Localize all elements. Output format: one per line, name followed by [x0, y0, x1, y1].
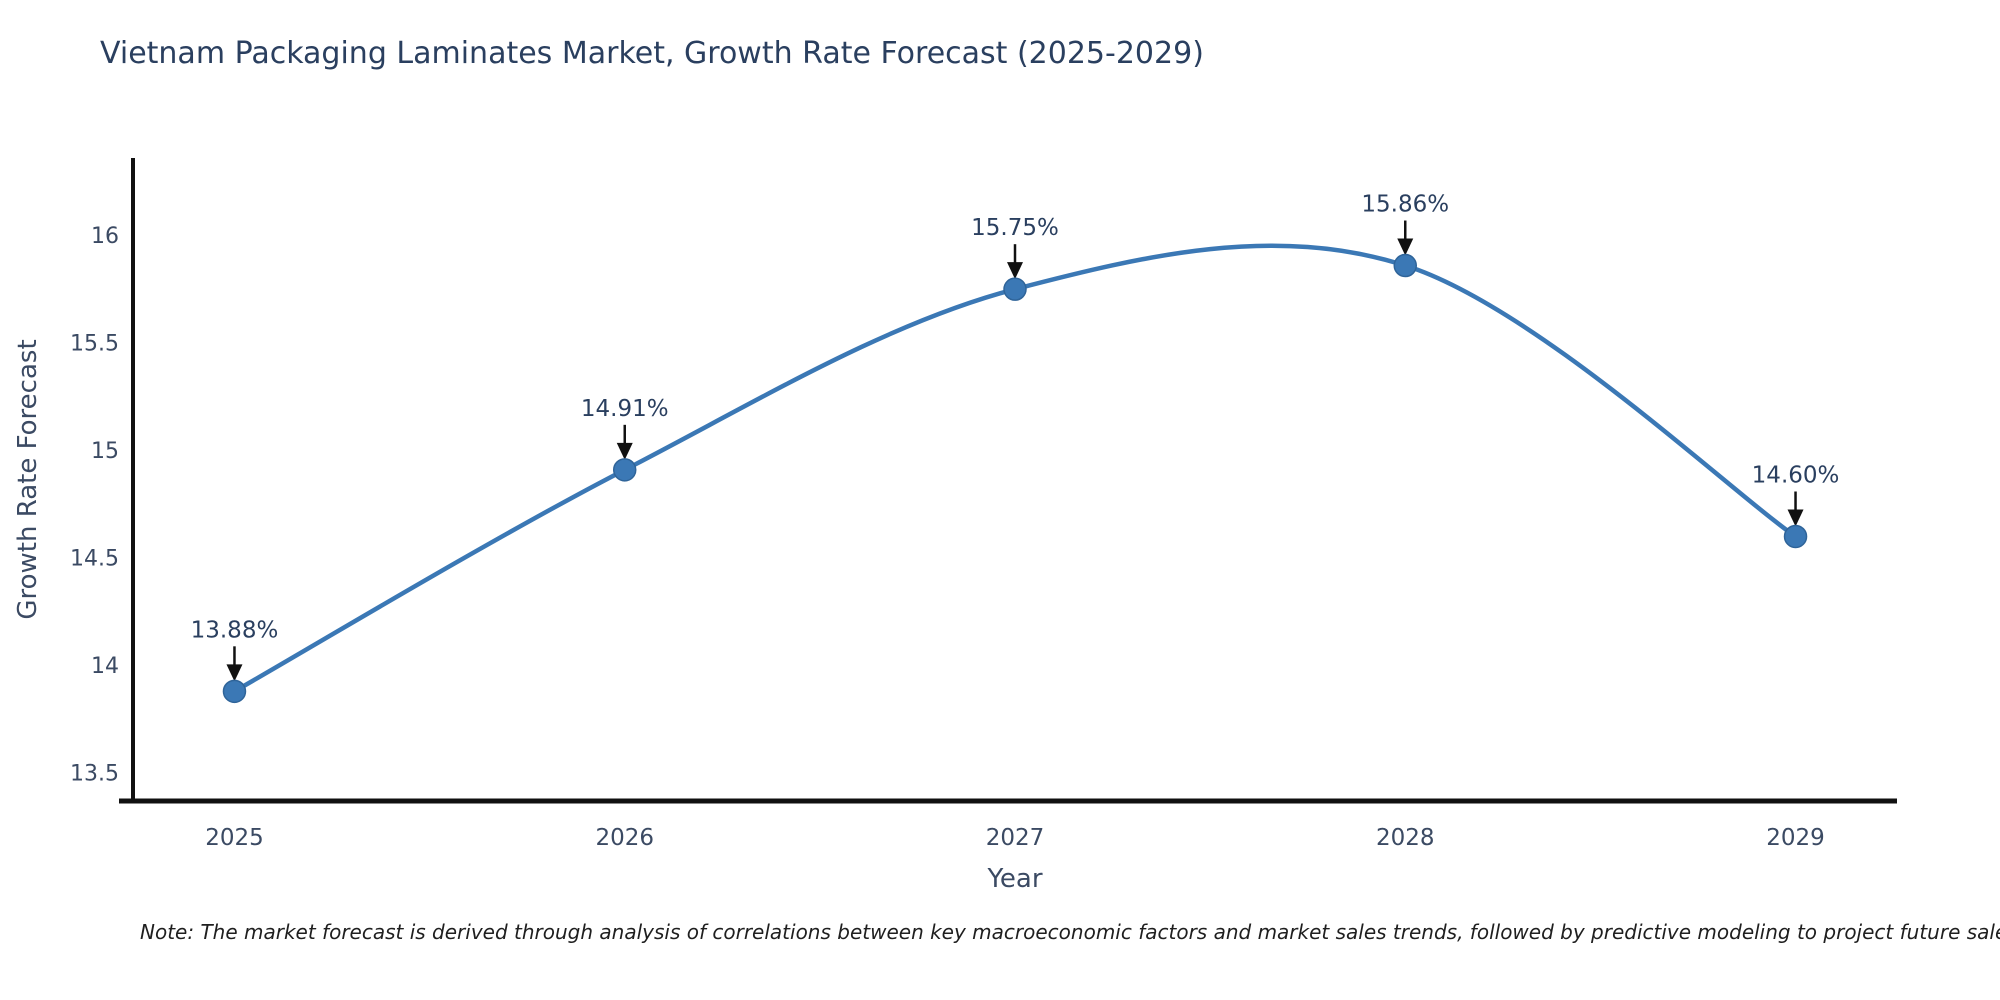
y-tick-label: 14 [91, 654, 119, 679]
y-tick-label: 14.5 [70, 547, 119, 572]
point-value-label: 15.75% [971, 215, 1059, 241]
x-axis-title: Year [986, 864, 1042, 894]
chart-title: Vietnam Packaging Laminates Market, Grow… [100, 36, 1204, 71]
annotation-arrowhead-icon [1007, 262, 1023, 280]
series-line [232, 243, 1798, 694]
y-tick-label: 15.5 [70, 332, 119, 357]
x-tick-label: 2025 [205, 825, 264, 851]
point-value-label: 14.60% [1752, 462, 1840, 488]
annotation-arrowhead-icon [226, 664, 243, 682]
x-tick-label: 2026 [595, 825, 654, 851]
data-point-marker[interactable] [1393, 253, 1418, 278]
x-tick-label: 2028 [1376, 825, 1435, 851]
y-tick-label: 13.5 [70, 762, 119, 787]
annotation-arrowhead-icon [1397, 238, 1414, 256]
x-tick-label: 2027 [986, 825, 1045, 851]
y-tick-label: 15 [91, 439, 119, 464]
annotation-arrowhead-icon [616, 442, 633, 460]
footnote: Note: The market forecast is derived thr… [140, 920, 2000, 944]
point-value-label: 13.88% [191, 617, 279, 643]
data-point-marker[interactable] [612, 458, 637, 482]
annotation-arrowhead-icon [1787, 509, 1804, 527]
data-point-marker[interactable] [1003, 277, 1027, 301]
point-value-label: 14.91% [581, 396, 669, 422]
y-axis-title: Growth Rate Forecast [13, 339, 43, 619]
data-point-marker[interactable] [222, 679, 247, 704]
x-tick-label: 2029 [1766, 825, 1825, 851]
data-point-marker[interactable] [1783, 524, 1808, 549]
y-tick-label: 16 [91, 224, 119, 249]
point-value-label: 15.86% [1361, 192, 1449, 218]
